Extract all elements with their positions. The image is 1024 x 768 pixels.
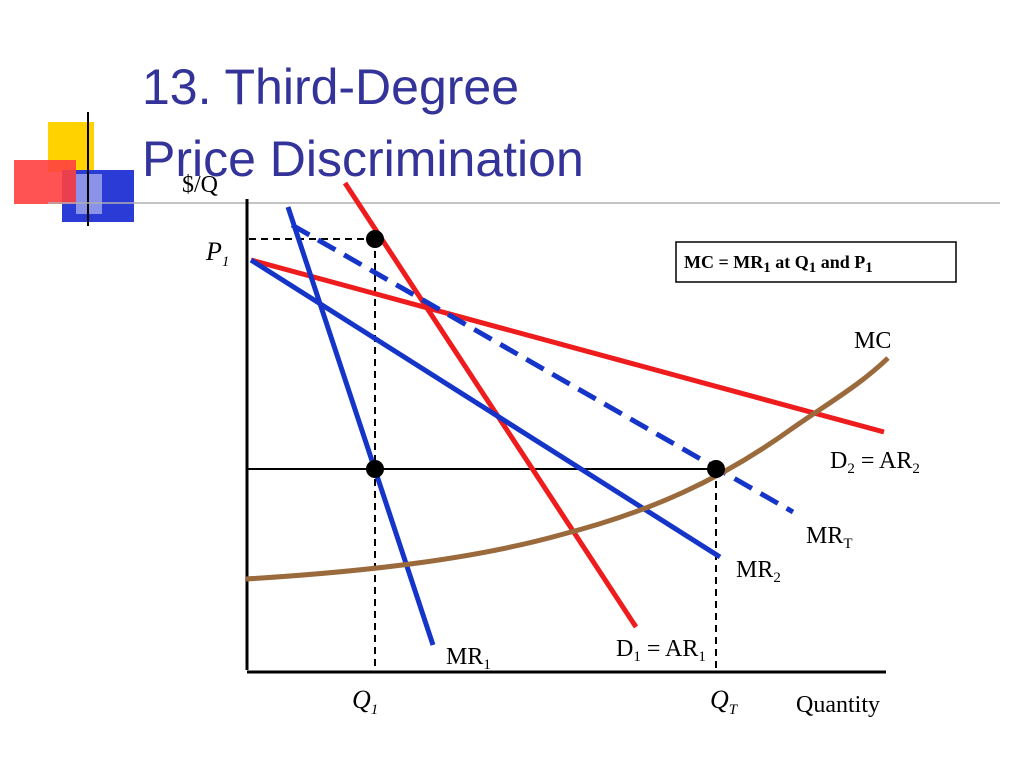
y-axis-label: $/Q	[182, 172, 218, 198]
point-mrt-mc	[707, 460, 725, 478]
d2-ar2-curve	[250, 257, 885, 435]
condition-note-box	[675, 241, 957, 283]
label-p1: P1	[205, 237, 229, 270]
label-mc: MC	[854, 328, 891, 354]
slide-title-line-1: 13. Third-Degree	[142, 59, 519, 115]
slide-title-line-2: Price Discrimination	[142, 131, 584, 187]
x-axis-label: Quantity	[796, 692, 880, 718]
axes: $/Q Quantity	[182, 172, 886, 718]
label-mr1: MR1	[446, 644, 491, 673]
point-mr1-mc	[366, 460, 384, 478]
label-mr2: MR2	[736, 557, 781, 586]
mc-curve	[245, 356, 890, 582]
reference-lines	[247, 238, 717, 670]
d1-ar1-curve	[342, 181, 639, 629]
point-p1-q1	[366, 230, 384, 248]
label-mrt: MRT	[806, 523, 853, 552]
label-d2-ar2: D2 = AR2	[830, 448, 920, 477]
deco-red-block	[14, 160, 76, 204]
label-d1-ar1: D1 = AR1	[616, 636, 706, 665]
mr1-curve	[285, 206, 436, 646]
label-q1: Q1	[352, 685, 378, 718]
curves	[245, 181, 890, 646]
points	[366, 230, 725, 478]
condition-note: MC = MR1 at Q1 and P1	[675, 241, 957, 283]
condition-note-text: MC = MR1 at Q1 and P1	[684, 252, 873, 276]
label-qt: QT	[710, 685, 739, 718]
decorative-blocks	[14, 112, 1000, 226]
